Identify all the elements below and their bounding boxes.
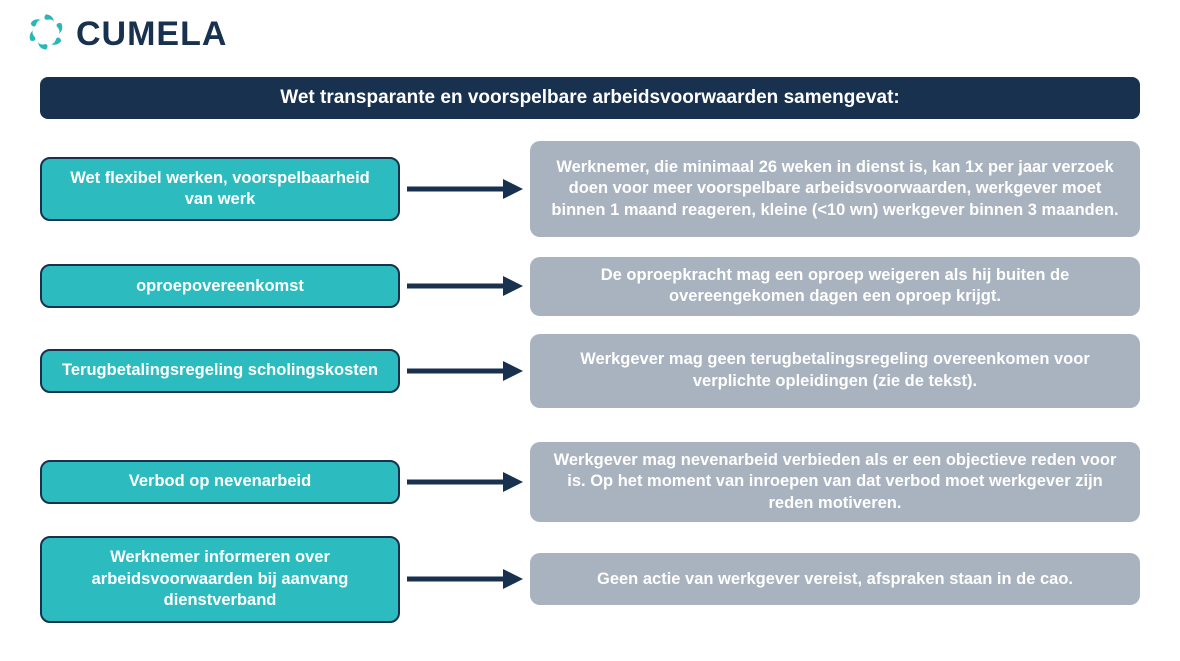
diagram-row: Verbod op nevenarbeid Werkgever mag neven… (40, 442, 1140, 522)
topic-box: oproepovereenkomst (40, 264, 400, 308)
description-box: Geen actie van werkgever vereist, afspra… (530, 553, 1140, 605)
topic-box: Wet flexibel werken, voorspelbaarheid va… (40, 157, 400, 222)
arrow-icon (400, 177, 530, 201)
swirl-icon (24, 10, 68, 59)
diagram-row: Werknemer informeren over arbeidsvoorwaa… (40, 536, 1140, 622)
diagram-row: Terugbetalingsregeling scholingskosten We… (40, 334, 1140, 408)
arrow-icon (400, 274, 530, 298)
rows-container: Wet flexibel werken, voorspelbaarheid va… (30, 141, 1150, 623)
description-box: Werkgever mag nevenarbeid verbieden als … (530, 442, 1140, 522)
topic-box: Werknemer informeren over arbeidsvoorwaa… (40, 536, 400, 622)
arrow-icon (400, 567, 530, 591)
description-box: De oproepkracht mag een oproep weigeren … (530, 257, 1140, 316)
title-bar: Wet transparante en voorspelbare arbeids… (40, 77, 1140, 119)
diagram-row: oproepovereenkomst De oproepkracht mag ee… (40, 257, 1140, 316)
arrow-icon (400, 359, 530, 383)
topic-box: Verbod op nevenarbeid (40, 460, 400, 504)
arrow-icon (400, 470, 530, 494)
brand-logo: CUMELA (24, 10, 1150, 59)
brand-name: CUMELA (76, 15, 227, 54)
description-box: Werkgever mag geen terugbetalingsregelin… (530, 334, 1140, 408)
description-box: Werknemer, die minimaal 26 weken in dien… (530, 141, 1140, 237)
topic-box: Terugbetalingsregeling scholingskosten (40, 349, 400, 393)
diagram-row: Wet flexibel werken, voorspelbaarheid va… (40, 141, 1140, 237)
